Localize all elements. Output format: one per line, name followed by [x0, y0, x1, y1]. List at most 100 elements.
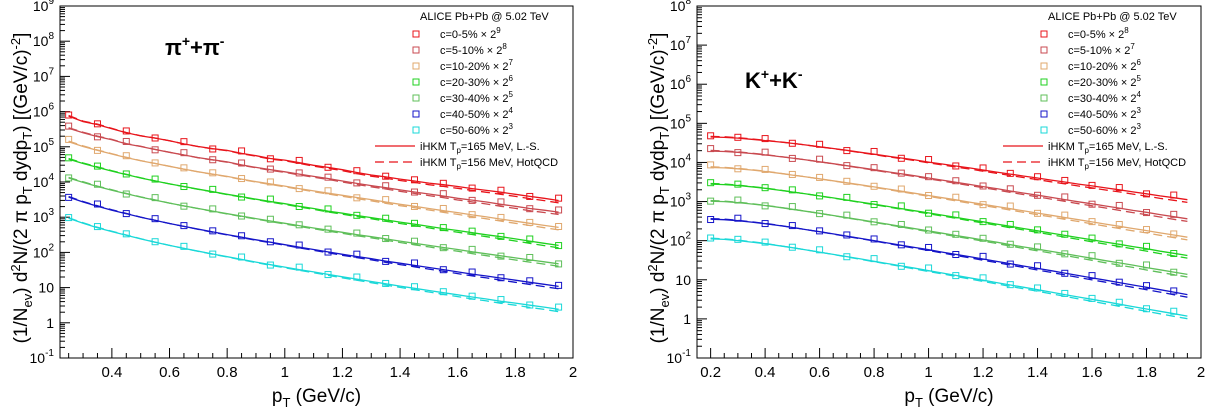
legend-entry-exponent: 4 — [509, 106, 514, 115]
model-curve-solid — [710, 136, 1188, 201]
data-point — [761, 165, 769, 173]
data-point — [468, 196, 476, 204]
data-point — [1006, 220, 1014, 228]
y-tick-label: 10-1 — [30, 348, 55, 366]
y-tick-label: 1 — [683, 311, 691, 327]
legend-model-sub: p — [456, 162, 461, 171]
legend-entry-label: c=0-5% × 2 — [1068, 29, 1124, 41]
data-point — [952, 251, 960, 259]
data-point — [1170, 250, 1178, 258]
legend-model-suffix: =165 MeV, L.-S. — [1089, 141, 1168, 153]
data-point — [65, 174, 73, 182]
data-point — [324, 248, 332, 256]
chart-panel-1: 0.4 0.6 0.8 1 1.2 1.4 1.6 1.8 210-11101021031041… — [8, 0, 577, 410]
legend-entry-exponent: 5 — [509, 90, 514, 99]
chart-title-part: +π — [190, 35, 220, 60]
legend-entry-label: c=50-60% × 2 — [440, 125, 509, 137]
y-tick-label: 107 — [670, 35, 692, 53]
legend-model-label: iHKM T — [420, 157, 457, 169]
data-point — [93, 223, 101, 231]
legend-entry-exponent: 8 — [502, 42, 507, 51]
plot-frame — [696, 5, 1202, 359]
data-point — [897, 220, 905, 228]
data-point — [468, 184, 476, 192]
legend-entry-label: c=0-5% × 2 — [440, 29, 496, 41]
data-point — [1061, 230, 1069, 238]
series-5 — [707, 196, 1188, 278]
y-tick-exponent: 6 — [48, 102, 54, 113]
data-point — [843, 211, 851, 219]
data-point — [816, 192, 824, 200]
data-point — [870, 235, 878, 243]
data-point — [353, 179, 361, 187]
data-point — [209, 185, 217, 193]
y-tick-exponent: 8 — [685, 0, 691, 7]
y-tick-label: 102 — [33, 242, 55, 260]
data-point — [151, 238, 159, 246]
data-point — [238, 193, 246, 201]
data-point — [843, 147, 851, 155]
legend-entry-label: c=10-20% × 2 — [1068, 61, 1137, 73]
data-point — [93, 133, 101, 141]
y-tick-base: 10 — [33, 139, 49, 155]
data-point — [734, 180, 742, 188]
x-tick-label: 1.2 — [973, 364, 994, 381]
y-tick-label: 10 — [38, 280, 54, 296]
legend-entry-exponent: 6 — [1137, 58, 1142, 67]
data-point — [707, 145, 715, 153]
y-tick-base: 10 — [33, 174, 49, 190]
x-axis-title-p: p — [272, 386, 283, 407]
data-point — [979, 201, 987, 209]
data-point — [266, 155, 274, 163]
data-point — [324, 163, 332, 171]
y-tick-label: 102 — [670, 231, 692, 249]
legend-model-entry: iHKM Tp=165 MeV, L.-S. — [420, 141, 540, 155]
data-point — [897, 169, 905, 177]
series-3 — [707, 161, 1188, 241]
y-tick-label: 10 — [675, 272, 691, 288]
data-point — [1061, 176, 1069, 184]
data-point — [526, 301, 534, 309]
legend-marker — [1040, 110, 1048, 118]
data-point — [151, 159, 159, 167]
data-point — [238, 175, 246, 183]
data-point — [497, 213, 505, 221]
data-point — [410, 259, 418, 267]
data-point — [1061, 193, 1069, 201]
x-tick-label: 1.4 — [390, 364, 411, 381]
x-tick-label: 0.2 — [700, 364, 721, 381]
data-point — [439, 266, 447, 274]
model-curve-dashed — [68, 114, 559, 204]
data-point — [122, 152, 130, 160]
y-tick-base: 1 — [683, 311, 691, 327]
data-point — [295, 221, 303, 229]
data-point — [1088, 252, 1096, 260]
data-point — [324, 205, 332, 213]
data-point — [979, 234, 987, 242]
data-point — [468, 227, 476, 235]
legend-entry: c=0-5% × 29 — [440, 26, 501, 41]
y-tick-exponent: 7 — [48, 66, 54, 77]
y-tick-label: 105 — [33, 137, 55, 155]
x-tick-label: 0.8 — [217, 364, 238, 381]
data-point — [1143, 242, 1151, 250]
data-point — [353, 167, 361, 175]
data-point — [925, 264, 933, 272]
data-point — [952, 177, 960, 185]
data-point — [410, 219, 418, 227]
data-point — [295, 156, 303, 164]
x-axis-title-rest: (GeV/c) — [923, 386, 994, 407]
data-point — [266, 215, 274, 223]
data-point — [555, 222, 563, 230]
data-point — [816, 173, 824, 181]
data-point — [788, 170, 796, 178]
data-point — [1006, 240, 1014, 248]
data-point — [925, 173, 933, 181]
data-point — [65, 214, 73, 222]
data-point — [209, 169, 217, 177]
data-point — [979, 274, 987, 282]
data-point — [1115, 278, 1123, 286]
y-tick-label: 104 — [33, 172, 55, 190]
x-axis-title-sub: T — [915, 395, 923, 410]
data-point — [1088, 181, 1096, 189]
